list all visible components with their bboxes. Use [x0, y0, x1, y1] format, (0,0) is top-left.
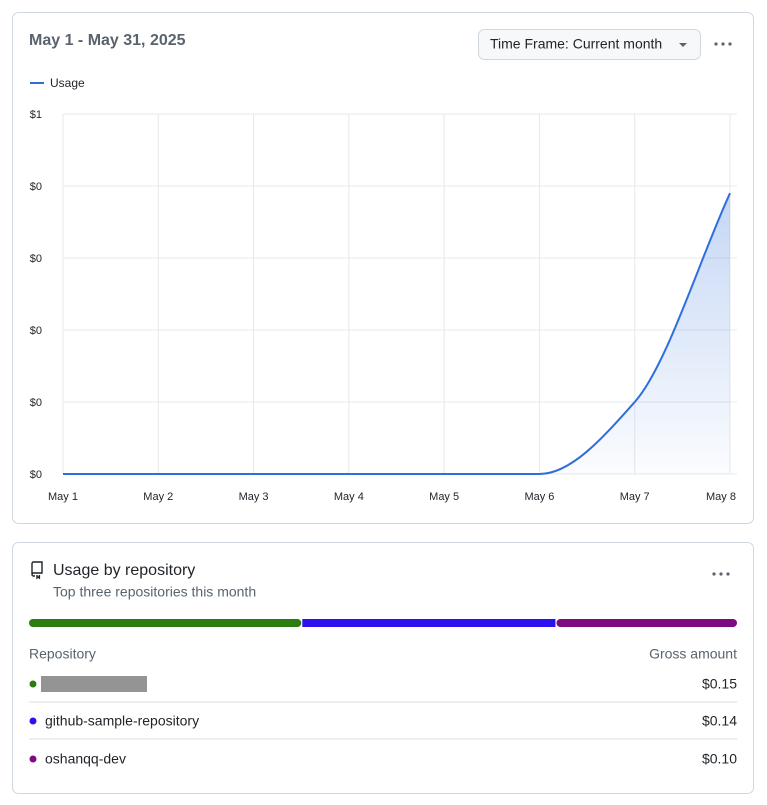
y-tick-label: $1 [30, 109, 42, 121]
repo-amount: $0.10 [702, 751, 737, 767]
y-tick-label: $0 [30, 181, 42, 193]
repo-amount: $0.14 [702, 713, 737, 729]
column-header: Repository [29, 646, 96, 662]
x-tick-label: May 2 [143, 491, 173, 503]
y-tick-label: $0 [30, 469, 42, 481]
x-tick-label: May 4 [334, 491, 364, 503]
repo-dot [29, 755, 37, 763]
legend-label: Usage [50, 76, 85, 90]
repo-name: oshanqq-dev [45, 751, 126, 767]
y-tick-label: $0 [30, 253, 42, 265]
repo-dot [29, 717, 37, 725]
redacted-name [41, 676, 147, 692]
x-tick-label: May 1 [48, 491, 78, 503]
chart-card [12, 12, 754, 524]
column-header: Gross amount [649, 646, 737, 662]
y-tick-label: $0 [30, 325, 42, 337]
repo-icon [31, 561, 43, 580]
x-tick-label: May 7 [620, 491, 650, 503]
usage-bar-segment [302, 619, 556, 627]
time-frame-button[interactable] [478, 29, 701, 60]
repo-subtitle: Top three repositories this month [53, 584, 256, 600]
caret[interactable] [679, 43, 687, 47]
repo-name: github-sample-repository [45, 713, 199, 729]
repo-amount: $0.15 [702, 676, 737, 692]
repo-card [12, 542, 754, 794]
repo-menu[interactable] [712, 572, 730, 576]
y-tick-label: $0 [30, 397, 42, 409]
usage-bar-segment [556, 619, 737, 627]
chart-menu[interactable] [714, 42, 732, 46]
x-tick-label: May 5 [429, 491, 459, 503]
x-tick-label: May 3 [239, 491, 269, 503]
chart-title: May 1 - May 31, 2025 [29, 32, 186, 49]
area [63, 193, 730, 474]
usage-bar-segment [29, 619, 302, 627]
line [63, 192, 731, 476]
repo-title: Usage by repository [53, 562, 195, 579]
repo-dot [29, 680, 37, 688]
time-frame-label[interactable]: Time Frame: Current month [490, 36, 662, 52]
x-tick-label: May 6 [524, 491, 554, 503]
x-tick-label: May 8 [706, 491, 736, 503]
